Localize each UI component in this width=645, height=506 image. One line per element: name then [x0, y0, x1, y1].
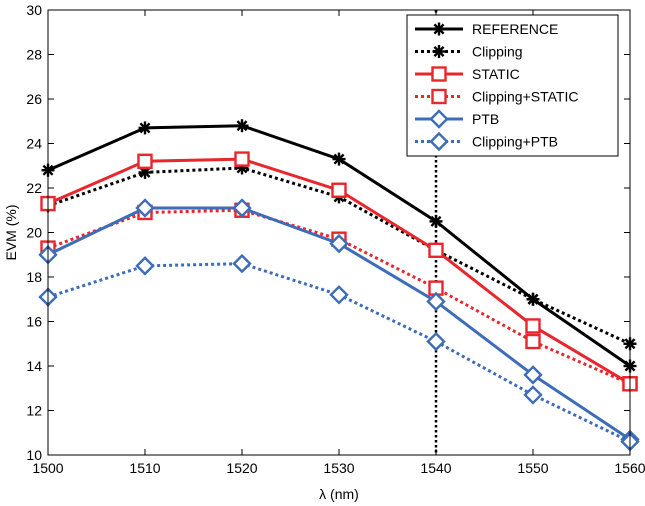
- data-point: [429, 214, 443, 228]
- data-point: [523, 385, 543, 405]
- legend: REFERENCE Clipping STATIC Clipping+STATIC PT…: [406, 14, 619, 157]
- legend-entry: STATIC: [415, 66, 520, 82]
- data-point: [137, 153, 153, 170]
- legend-label: Clipping: [472, 44, 523, 60]
- legend-label: PTB: [472, 111, 499, 127]
- series-clipping-ptb: [38, 253, 640, 452]
- x-tick-label: 1520: [226, 460, 257, 476]
- data-point: [235, 119, 249, 133]
- data-point: [526, 292, 540, 306]
- y-tick-label: 10: [26, 447, 42, 463]
- series-ptb: [38, 198, 640, 450]
- data-point: [234, 151, 250, 167]
- data-point: [135, 198, 155, 218]
- y-tick-label: 12: [26, 403, 42, 419]
- x-tick-label: 1560: [614, 460, 645, 476]
- data-point: [426, 291, 446, 312]
- axes: [47, 9, 631, 456]
- legend-swatch-marker: [432, 45, 446, 58]
- legend-label: STATIC: [472, 66, 520, 82]
- legend-swatch-marker: [432, 22, 446, 36]
- data-point: [525, 333, 541, 350]
- data-point: [232, 253, 252, 274]
- x-tick-label: 1530: [323, 460, 354, 476]
- legend-entry: Clipping: [415, 44, 523, 60]
- y-tick-label: 24: [26, 136, 42, 152]
- data-point: [332, 152, 346, 166]
- x-tick-label: 1540: [420, 460, 451, 476]
- y-tick-label: 16: [26, 314, 42, 330]
- legend-swatch-marker: [429, 131, 449, 152]
- data-point: [426, 331, 446, 352]
- x-tick-label: 1550: [517, 460, 548, 476]
- y-axis-label: EVM (%): [3, 205, 19, 261]
- legend-label: Clipping+STATIC: [472, 89, 578, 105]
- tick-labels: 1500 1510 1520 1530 1540 1550 1560 10 12 14 16 18 20…: [26, 2, 645, 476]
- data-point: [523, 365, 543, 385]
- legend-swatch-marker: [429, 109, 449, 129]
- legend-label: Clipping+PTB: [472, 134, 558, 150]
- y-tick-label: 20: [26, 225, 42, 241]
- legend-swatch-marker: [431, 88, 447, 105]
- legend-entry: Clipping+STATIC: [415, 89, 578, 105]
- legend-entry: PTB: [415, 109, 499, 129]
- x-tick-label: 1500: [32, 460, 63, 476]
- data-point: [525, 318, 541, 334]
- series-layer: [38, 119, 640, 452]
- data-point: [232, 198, 252, 218]
- y-tick-label: 26: [26, 91, 42, 107]
- legend-label: REFERENCE: [472, 21, 558, 37]
- y-tick-label: 28: [26, 47, 42, 63]
- data-point: [138, 165, 152, 179]
- data-point: [428, 242, 444, 259]
- data-point: [331, 182, 347, 198]
- legend-swatch-marker: [431, 66, 447, 82]
- y-tick-label: 22: [26, 180, 42, 196]
- x-tick-label: 1510: [129, 460, 160, 476]
- data-point: [135, 256, 155, 276]
- y-tick-label: 30: [26, 2, 42, 18]
- x-axis-label: λ (nm): [319, 486, 359, 502]
- legend-box: [406, 14, 619, 157]
- data-point: [138, 121, 152, 135]
- data-point: [329, 285, 349, 305]
- legend-entry: REFERENCE: [415, 21, 558, 37]
- data-point: [329, 233, 349, 254]
- y-tick-label: 14: [26, 358, 42, 374]
- y-tick-label: 18: [26, 269, 42, 285]
- legend-entry: Clipping+PTB: [415, 131, 558, 152]
